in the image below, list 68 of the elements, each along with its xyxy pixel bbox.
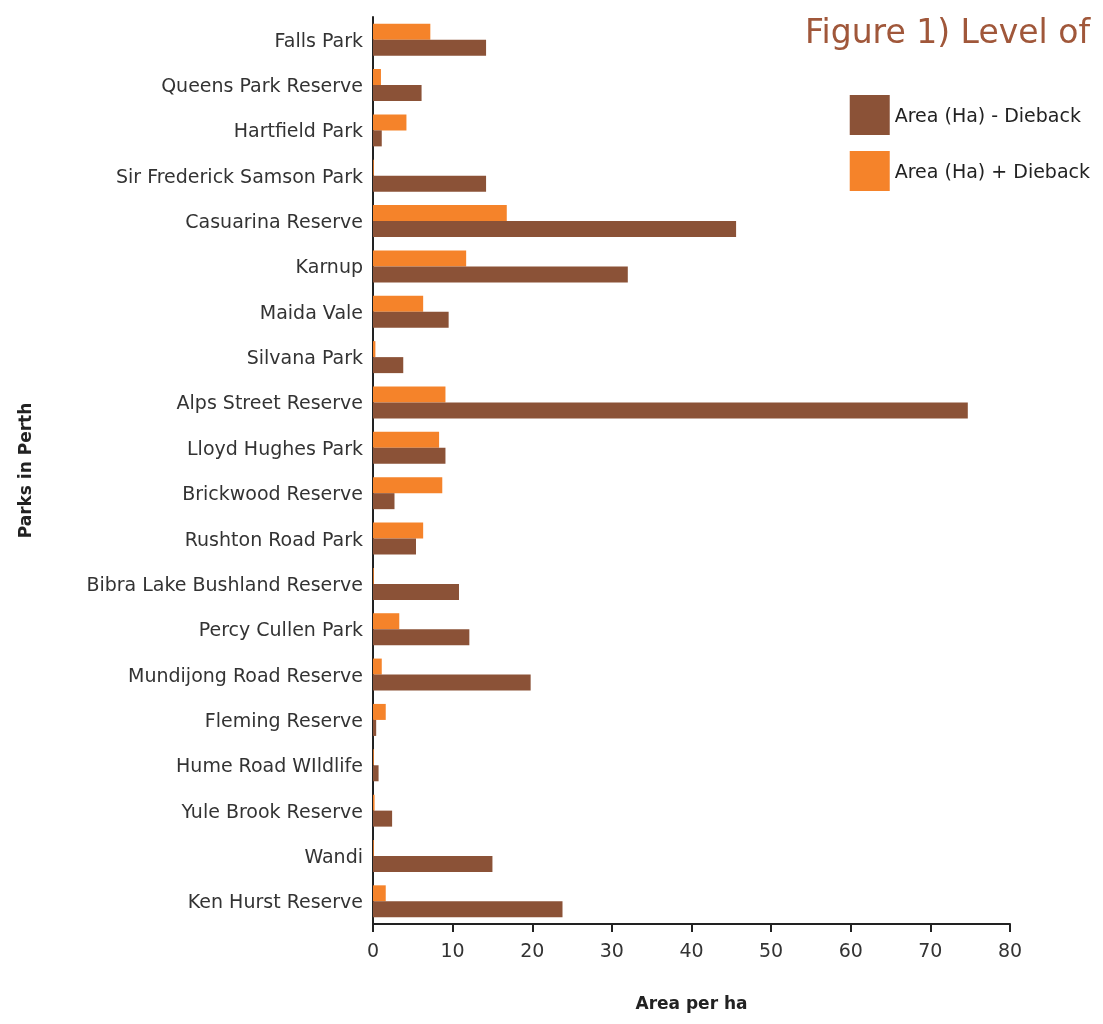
bar	[373, 855, 493, 872]
bar	[373, 658, 382, 675]
bar	[373, 114, 407, 131]
bar	[373, 311, 449, 328]
bar	[373, 357, 404, 374]
bar	[373, 447, 446, 464]
x-tick-label: 30	[599, 938, 624, 961]
bar	[373, 295, 424, 312]
bar	[373, 205, 507, 222]
bar	[373, 522, 424, 539]
bar	[373, 674, 531, 691]
y-tick-label: Silvana Park	[246, 346, 363, 369]
x-tick-label: 50	[759, 938, 784, 961]
y-tick-label: Mundijong Road Reserve	[128, 663, 363, 686]
bar	[373, 431, 440, 448]
y-tick-label: Maida Vale	[259, 300, 363, 323]
y-tick-label: Yule Brook Reserve	[180, 799, 363, 822]
legend-label: Area (Ha) + Dieback	[894, 160, 1091, 182]
y-tick-label: Hume Road WIldlife	[176, 754, 363, 777]
y-axis-title: Parks in Perth	[14, 402, 35, 539]
bar	[373, 613, 400, 630]
bar	[373, 175, 487, 192]
y-tick-label: Lloyd Hughes Park	[187, 436, 363, 459]
bar	[373, 130, 382, 147]
bar	[373, 221, 737, 238]
y-tick-label: Fleming Reserve	[204, 708, 363, 731]
bar	[373, 885, 386, 902]
bar	[373, 250, 467, 267]
bar	[373, 901, 563, 918]
y-tick-label: Queens Park Reserve	[161, 74, 363, 97]
bar	[373, 703, 386, 720]
y-tick-label: Casuarina Reserve	[185, 210, 363, 233]
bar	[373, 69, 381, 86]
y-tick-label: Alps Street Reserve	[176, 391, 363, 414]
y-tick-label: Hartfield Park	[233, 119, 363, 142]
x-tick-label: 40	[679, 938, 704, 961]
bar	[373, 402, 968, 419]
bar	[373, 477, 443, 494]
bar	[373, 493, 395, 510]
y-tick-label: Sir Frederick Samson Park	[115, 164, 363, 187]
x-tick-label: 80	[997, 938, 1023, 961]
bar	[373, 39, 487, 56]
bar	[373, 629, 470, 646]
y-tick-label: Ken Hurst Reserve	[187, 890, 363, 913]
legend-label: Area (Ha) - Dieback	[894, 104, 1081, 126]
y-tick-label: Brickwood Reserve	[182, 482, 363, 505]
bar	[373, 583, 459, 600]
chart-title: Figure 1) Level of	[804, 12, 1092, 51]
bar	[373, 85, 422, 102]
bar	[373, 266, 628, 283]
x-axis-title: Area per ha	[635, 992, 748, 1013]
x-tick-label: 70	[918, 938, 943, 961]
bar	[373, 23, 431, 40]
x-tick-label: 60	[838, 938, 863, 961]
y-tick-label: Falls Park	[274, 28, 363, 51]
bar	[373, 810, 393, 827]
bar	[373, 765, 379, 782]
x-tick-label: 0	[366, 938, 380, 961]
y-tick-label: Percy Cullen Park	[198, 618, 363, 641]
bar	[373, 719, 377, 736]
y-tick-label: Bibra Lake Bushland Reserve	[86, 572, 363, 595]
y-tick-label: Wandi	[304, 844, 363, 867]
y-tick-label: Rushton Road Park	[184, 527, 363, 550]
bar	[373, 538, 416, 555]
x-tick-label: 10	[440, 938, 465, 961]
x-tick-label: 20	[520, 938, 545, 961]
y-tick-label: Karnup	[295, 255, 363, 278]
bar	[373, 386, 446, 403]
